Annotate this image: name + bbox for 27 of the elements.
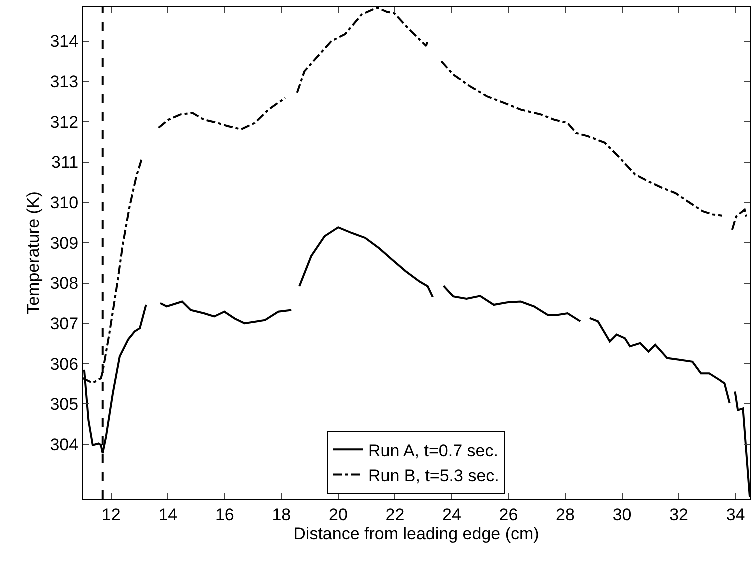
x-tick-label: 22 [386,505,405,524]
x-tick-label: 14 [158,505,178,524]
x-tick-label: 30 [612,505,632,524]
x-tick-label: 24 [442,505,462,524]
x-tick-label: 28 [556,505,575,524]
y-tick-label: 312 [50,112,79,132]
y-tick-label: 313 [50,72,79,92]
legend-label: Run B, t=5.3 sec. [368,466,500,486]
y-tick-label: 310 [50,194,79,213]
y-tick-label: 304 [50,436,79,455]
x-tick-label: 34 [726,505,746,524]
y-tick-label: 309 [50,234,79,253]
y-tick-label: 314 [50,32,79,52]
x-tick-label: 20 [328,505,348,524]
y-tick-label: 311 [51,153,79,172]
x-tick-label: 16 [215,505,234,524]
y-tick-label: 306 [50,354,79,374]
y-tick-label: 305 [50,395,79,414]
x-tick-label: 18 [272,505,292,524]
x-tick-label: 12 [102,505,121,524]
y-axis-title: Temperature (K) [24,192,43,314]
x-tick-label: 26 [499,505,518,524]
x-axis-title: Distance from leading edge (cm) [294,524,540,544]
y-tick-label: 307 [50,314,79,334]
legend-label: Run A, t=0.7 sec. [368,441,498,460]
x-tick-label: 32 [670,505,688,524]
y-tick-label: 308 [50,274,79,294]
